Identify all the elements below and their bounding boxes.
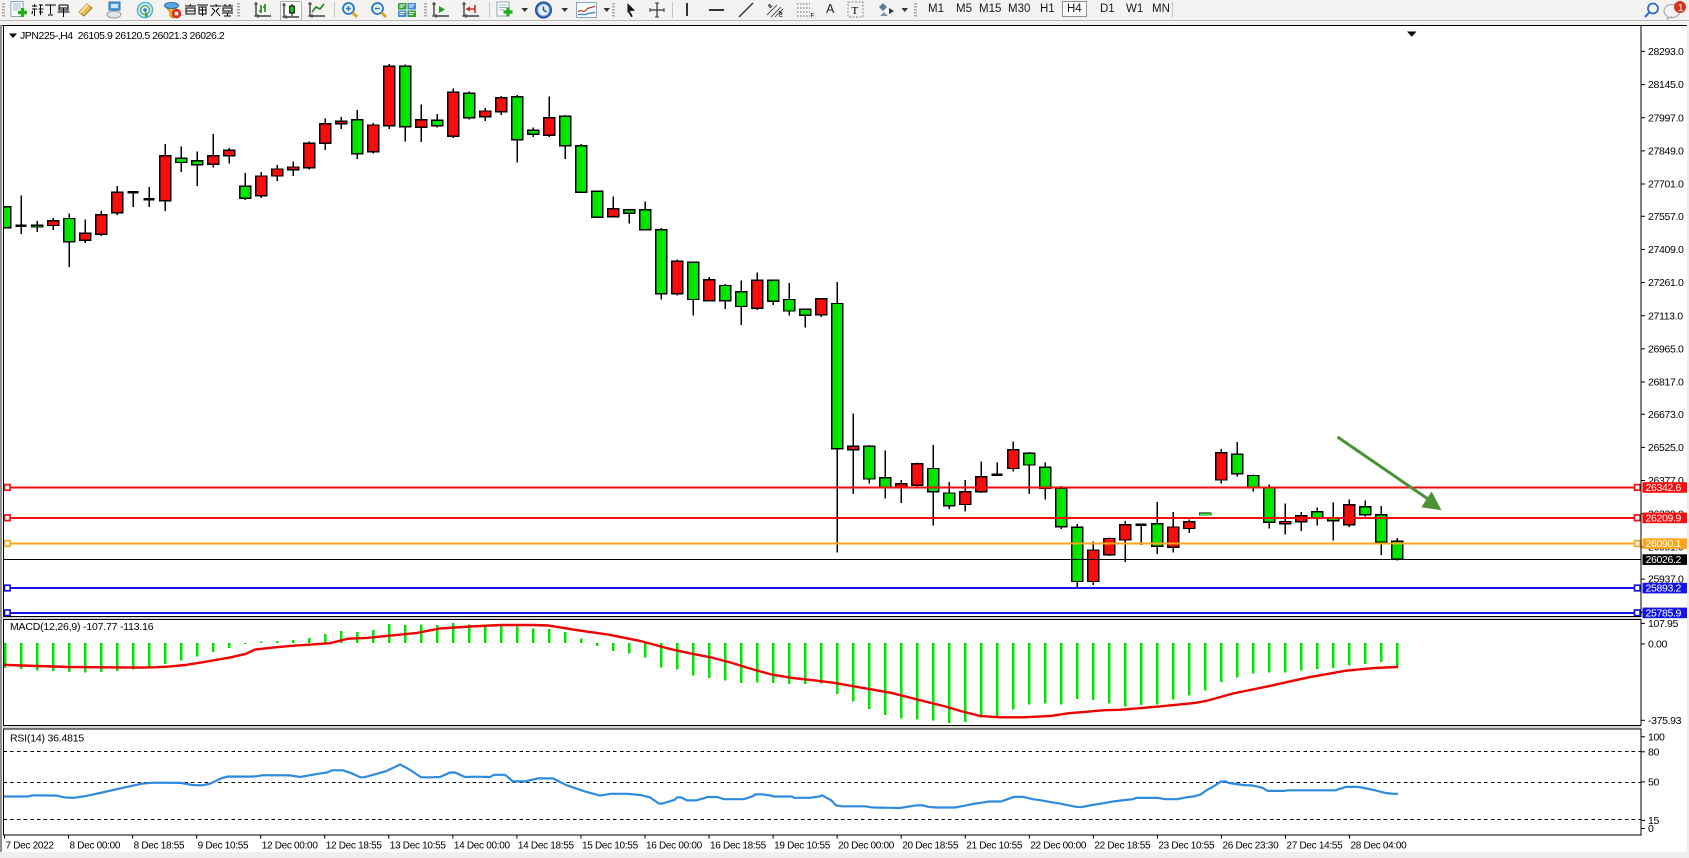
svg-text:22 Dec 00:00: 22 Dec 00:00 (1030, 841, 1087, 852)
svg-text:107.95: 107.95 (1648, 618, 1679, 630)
svg-text:27113.0: 27113.0 (1648, 310, 1683, 322)
svg-text:26342.6: 26342.6 (1646, 482, 1682, 494)
svg-text:9 Dec 10:55: 9 Dec 10:55 (198, 841, 249, 852)
svg-text:E: E (779, 13, 783, 18)
svg-text:13 Dec 10:55: 13 Dec 10:55 (390, 841, 447, 852)
svg-text:27997.0: 27997.0 (1648, 112, 1684, 124)
svg-text:25785.9: 25785.9 (1646, 608, 1682, 620)
svg-text:28293.0: 28293.0 (1648, 46, 1684, 58)
svg-text:23 Dec 10:55: 23 Dec 10:55 (1158, 841, 1215, 852)
svg-text:15 Dec 10:55: 15 Dec 10:55 (582, 841, 639, 852)
svg-text:19 Dec 10:55: 19 Dec 10:55 (774, 841, 831, 852)
svg-text:0.00: 0.00 (1648, 639, 1668, 651)
svg-text:16 Dec 00:00: 16 Dec 00:00 (646, 841, 703, 852)
svg-text:20 Dec 18:55: 20 Dec 18:55 (902, 841, 959, 852)
svg-text:-375.93: -375.93 (1648, 715, 1682, 727)
svg-text:28 Dec 04:00: 28 Dec 04:00 (1351, 841, 1408, 852)
svg-text:15: 15 (1648, 815, 1659, 827)
svg-text:26026.2: 26026.2 (1646, 554, 1682, 566)
svg-text:1: 1 (1678, 2, 1684, 14)
svg-text:12 Dec 00:00: 12 Dec 00:00 (262, 841, 319, 852)
svg-text:F: F (811, 14, 815, 19)
svg-text:26525.0: 26525.0 (1648, 442, 1684, 454)
svg-text:27849.0: 27849.0 (1648, 145, 1684, 157)
svg-text:27 Dec 14:55: 27 Dec 14:55 (1287, 841, 1344, 852)
svg-text:26 Dec 23:30: 26 Dec 23:30 (1222, 841, 1279, 852)
svg-text:27701.0: 27701.0 (1648, 179, 1684, 191)
svg-text:28145.0: 28145.0 (1648, 79, 1684, 91)
svg-text:14 Dec 00:00: 14 Dec 00:00 (454, 841, 511, 852)
svg-text:20 Dec 00:00: 20 Dec 00:00 (838, 841, 895, 852)
svg-text:27409.0: 27409.0 (1648, 244, 1684, 256)
svg-text:14 Dec 18:55: 14 Dec 18:55 (518, 841, 575, 852)
svg-text:21 Dec 10:55: 21 Dec 10:55 (966, 841, 1023, 852)
svg-text:25937.0: 25937.0 (1648, 574, 1684, 586)
svg-text:T: T (852, 5, 859, 17)
svg-text:80: 80 (1648, 746, 1659, 758)
svg-text:50: 50 (1648, 777, 1659, 789)
svg-text:0: 0 (1648, 823, 1654, 835)
svg-text:7 Dec 2022: 7 Dec 2022 (6, 841, 55, 852)
svg-text:8 Dec 18:55: 8 Dec 18:55 (134, 841, 185, 852)
svg-text:100: 100 (1648, 731, 1665, 743)
svg-text:26090.1: 26090.1 (1646, 538, 1682, 550)
svg-text:27557.0: 27557.0 (1648, 211, 1684, 223)
svg-text:26817.0: 26817.0 (1648, 377, 1684, 389)
svg-text:12 Dec 18:55: 12 Dec 18:55 (326, 841, 383, 852)
svg-text:16 Dec 18:55: 16 Dec 18:55 (710, 841, 767, 852)
svg-text:8 Dec 00:00: 8 Dec 00:00 (70, 841, 121, 852)
svg-text:27261.0: 27261.0 (1648, 277, 1684, 289)
svg-text:26209.9: 26209.9 (1646, 513, 1682, 525)
svg-text:JPN225-,H4 26105.9 26120.5 26: JPN225-,H4 26105.9 26120.5 26021.3 26026… (20, 30, 225, 42)
svg-text:26965.0: 26965.0 (1648, 343, 1684, 355)
svg-text:26673.0: 26673.0 (1648, 409, 1684, 421)
svg-text:25893.2: 25893.2 (1646, 583, 1682, 595)
svg-text:RSI(14) 36.4815: RSI(14) 36.4815 (10, 732, 84, 744)
svg-text:MACD(12,26,9) -107.77 -113.16: MACD(12,26,9) -107.77 -113.16 (10, 621, 154, 633)
svg-text:22 Dec 18:55: 22 Dec 18:55 (1094, 841, 1151, 852)
